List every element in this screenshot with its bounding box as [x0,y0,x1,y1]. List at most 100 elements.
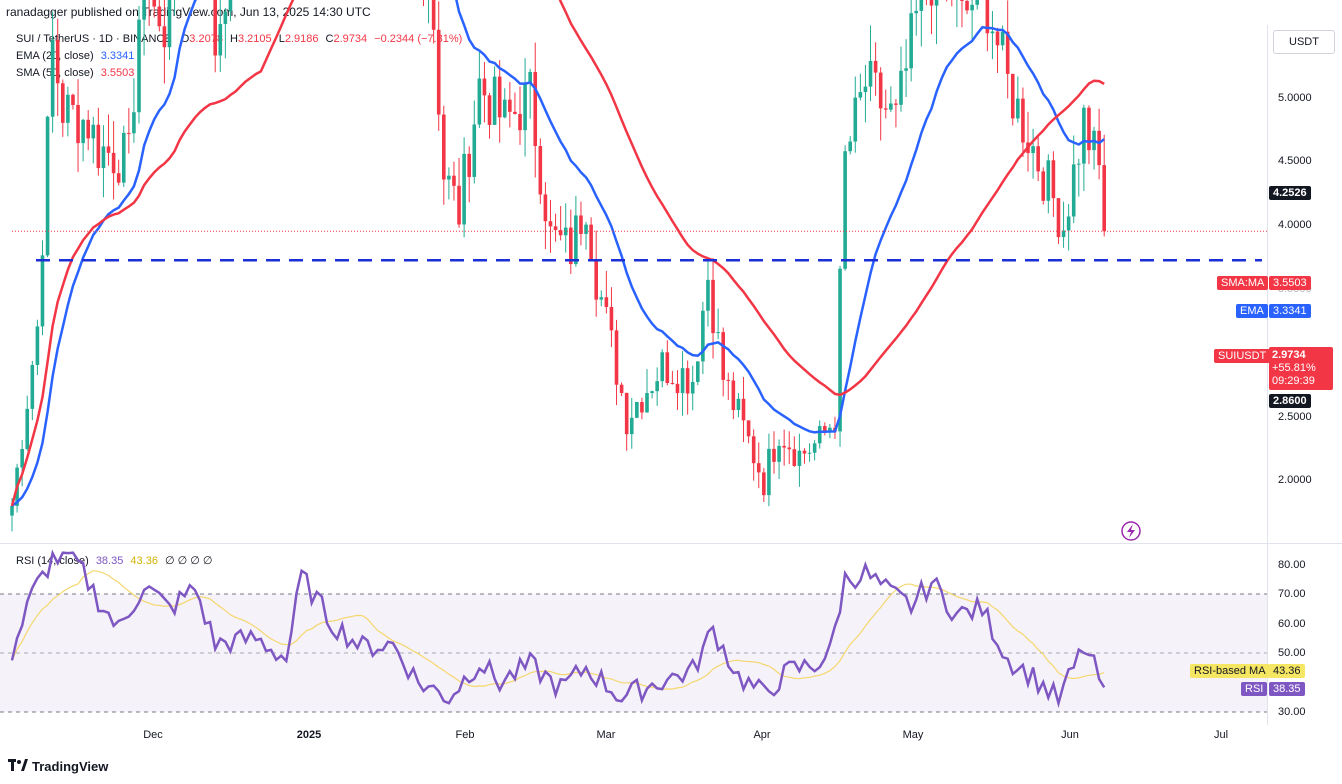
candle-body [828,427,832,433]
candle [1051,151,1056,217]
candle-body [1097,130,1101,166]
candle [909,0,913,82]
candle [701,301,705,375]
candle [629,397,634,449]
candle-body [741,398,746,421]
candle [951,0,953,7]
candle-body [45,116,50,256]
candle-body [76,104,80,144]
candle-body [894,103,898,105]
candle [497,60,502,143]
candle [690,365,695,411]
candle-body [767,448,771,496]
candle [787,431,792,465]
candle-body [609,306,614,331]
candle [502,88,507,119]
candle [934,0,939,45]
currency-unit-button[interactable]: USDT [1273,30,1335,54]
candle-body [162,26,167,48]
candle-body [848,141,852,152]
candle [670,370,675,385]
rsi-ma-tag-value: 43.36 [1269,664,1305,678]
candle-body [66,94,70,123]
publisher-line: ranadagger published on TradingView.com,… [6,5,371,19]
candle [50,11,55,133]
candle [777,439,781,479]
price-axis-separator [1267,25,1268,725]
candle-body [589,224,593,260]
rsi-tick: 80.00 [1278,559,1306,571]
candle [640,397,644,420]
candle [584,221,588,250]
candle-body [934,0,939,6]
candle [528,68,532,119]
candle-body [899,70,903,105]
pane-separator[interactable] [0,543,1342,544]
candle-body [751,436,756,464]
candle-body [533,71,538,147]
support-tag[interactable]: 2.8600 [1269,394,1311,408]
candle-body [990,31,995,34]
candle [756,442,761,489]
candle-body [645,393,649,413]
candle-body [731,380,736,411]
candle [731,372,736,420]
candle [614,319,619,406]
candle [1071,135,1076,224]
candle-body [1056,198,1061,238]
candle-body [680,368,685,394]
rsi-tick: 50.00 [1278,647,1306,659]
candle-body [452,175,456,186]
candle [726,372,731,400]
candle-body [1082,107,1086,164]
candle [1005,0,1010,99]
candle [823,422,827,436]
x-tick: 2025 [296,729,322,741]
candle-body [61,83,65,123]
candle-body [690,381,695,394]
candle-body [213,0,217,56]
rsi-legend-extras: ∅ ∅ ∅ ∅ [165,555,213,567]
candle [223,8,228,59]
candle [589,217,593,260]
candle-body [726,379,731,381]
candle-body [157,6,162,27]
rsi-label: RSI (14, close) [16,555,89,567]
candle [929,0,934,35]
candle [167,0,172,60]
tradingview-logo[interactable]: TradingView [8,759,108,774]
lightning-icon[interactable] [1121,521,1141,541]
high-value: 3.2105 [237,33,272,45]
candle-body [477,78,482,125]
candle-body [883,108,888,110]
candle-body [1046,160,1051,201]
candle-body [1066,216,1071,231]
candle-body [106,146,111,153]
candle-body [594,259,598,300]
candle [990,10,995,60]
candle [975,0,979,10]
candle-body [843,151,847,269]
candle-body [436,29,441,115]
candle-body [599,297,604,300]
candle-body [640,402,644,413]
candle-body [797,450,802,466]
candle [101,125,106,198]
candle [1087,105,1091,165]
candle [721,327,725,397]
candle-body [111,152,116,174]
resistance-tag[interactable]: 4.2526 [1269,186,1311,200]
candle-body [482,78,487,96]
candle-body [721,332,725,380]
candle-body [91,124,96,139]
candle [812,440,817,461]
candle [508,81,512,128]
candle-body [472,124,477,177]
candle-body [853,97,858,142]
candle-body [1021,98,1025,143]
last-price-box[interactable]: 2.9734 +55.81% 09:29:39 [1269,347,1333,390]
candle [1077,158,1081,197]
candle [746,420,751,444]
candle [533,42,538,178]
